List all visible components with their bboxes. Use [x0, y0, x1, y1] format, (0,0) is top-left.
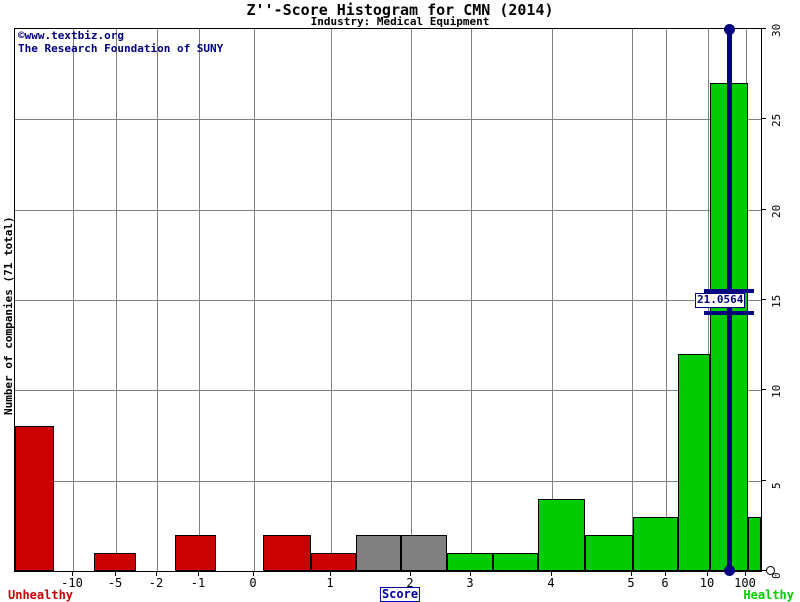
x-tick-mark	[115, 571, 116, 576]
x-tick-mark	[330, 571, 331, 576]
gridline	[15, 210, 761, 211]
y-tick-mark	[761, 28, 766, 29]
vertical-gridline	[411, 29, 412, 571]
x-tick-label: 10	[699, 576, 715, 590]
y-tick-mark	[761, 299, 766, 300]
vertical-gridline	[199, 29, 200, 571]
x-tick-label: 100	[734, 576, 756, 590]
chart-title: Z''-Score Histogram for CMN (2014)	[246, 1, 554, 19]
histogram-bar	[678, 354, 710, 571]
plot-area: 21.0564	[14, 24, 762, 576]
vertical-gridline	[331, 29, 332, 571]
marker-value-label: 21.0564	[695, 293, 746, 308]
y-tick-label: 20	[770, 204, 783, 218]
marker-bracket-bottom	[704, 311, 754, 315]
y-tick-label: 5	[770, 482, 783, 489]
y-tick-mark	[761, 118, 766, 119]
copyright-credit: ©www.textbiz.org The Research Foundation…	[18, 29, 223, 55]
gridline	[15, 119, 761, 120]
x-tick-label: -10	[61, 576, 83, 590]
y-tick-mark	[761, 570, 766, 571]
marker-dot-top	[724, 24, 735, 35]
x-tick-label: 6	[661, 576, 669, 590]
x-tick-mark	[551, 571, 552, 576]
y-tick-label: 30	[770, 23, 783, 37]
x-tick-mark	[470, 571, 471, 576]
histogram-bar	[493, 552, 538, 571]
credit-line-2: The Research Foundation of SUNY	[18, 42, 224, 55]
histogram-bar	[175, 534, 216, 571]
gridline	[15, 390, 761, 391]
histogram-bar	[311, 552, 356, 571]
vertical-gridline	[116, 29, 117, 571]
histogram-bar	[94, 552, 136, 571]
vertical-gridline	[666, 29, 667, 571]
credit-line-1: ©www.textbiz.org	[18, 29, 124, 42]
histogram-bar	[401, 534, 447, 571]
x-tick-mark	[156, 571, 157, 576]
histogram-bar	[748, 516, 761, 571]
histogram-bar	[538, 498, 585, 571]
marker-bracket-top	[704, 289, 754, 293]
histogram-bar	[263, 534, 311, 571]
x-tick-mark	[410, 571, 411, 576]
y-tick-label: 15	[770, 294, 783, 308]
y-tick-mark	[761, 209, 766, 210]
vertical-gridline	[73, 29, 74, 571]
x-tick-mark	[72, 571, 73, 576]
x-tick-label: -2	[148, 576, 164, 590]
marker-dot-bottom	[724, 565, 735, 576]
x-tick-label: 4	[547, 576, 555, 590]
x-tick-label: 0	[249, 576, 257, 590]
x-tick-label: 3	[466, 576, 474, 590]
x-tick-label: 5	[627, 576, 635, 590]
x-tick-mark	[707, 571, 708, 576]
healthy-label: Healthy	[743, 588, 794, 602]
y-tick-mark	[761, 389, 766, 390]
x-tick-label: 1	[326, 576, 334, 590]
chart-subtitle: Industry: Medical Equipment	[310, 15, 490, 28]
y-tick-label: 10	[770, 385, 783, 399]
histogram-bar	[15, 426, 54, 571]
x-tick-label: 2	[406, 576, 414, 590]
vertical-gridline	[552, 29, 553, 571]
vertical-gridline	[254, 29, 255, 571]
y-tick-label: 25	[770, 114, 783, 128]
vertical-gridline	[632, 29, 633, 571]
x-tick-mark	[665, 571, 666, 576]
x-tick-mark	[198, 571, 199, 576]
x-tick-mark	[631, 571, 632, 576]
histogram-bar	[447, 552, 493, 571]
vertical-gridline	[471, 29, 472, 571]
histogram-bar	[585, 534, 633, 571]
x-tick-label: -1	[190, 576, 206, 590]
gridline	[15, 300, 761, 301]
gridline	[15, 481, 761, 482]
histogram-bar	[633, 516, 678, 571]
x-tick-mark	[253, 571, 254, 576]
axis-end-circle-icon	[766, 566, 775, 575]
x-tick-mark	[745, 571, 746, 576]
x-tick-label: -5	[107, 576, 123, 590]
y-tick-mark	[761, 480, 766, 481]
histogram-bar	[356, 534, 401, 571]
unhealthy-label: Unhealthy	[8, 588, 74, 602]
vertical-gridline	[157, 29, 158, 571]
